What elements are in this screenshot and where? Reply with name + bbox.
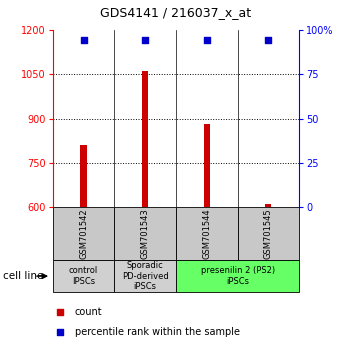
Point: [81, 37, 86, 42]
Point: [142, 37, 148, 42]
Text: GSM701544: GSM701544: [202, 208, 211, 259]
Text: GSM701545: GSM701545: [264, 208, 273, 259]
Text: Sporadic
PD-derived
iPSCs: Sporadic PD-derived iPSCs: [122, 261, 169, 291]
Text: cell line: cell line: [3, 271, 44, 281]
Bar: [81, 145, 87, 207]
Text: GSM701543: GSM701543: [141, 208, 150, 259]
Text: GDS4141 / 216037_x_at: GDS4141 / 216037_x_at: [100, 6, 252, 19]
Text: control
IPSCs: control IPSCs: [69, 267, 98, 286]
Bar: [176, 207, 238, 260]
Bar: [238, 207, 299, 260]
Text: count: count: [75, 307, 103, 316]
Bar: [204, 125, 210, 207]
Bar: [142, 72, 148, 207]
Bar: [53, 207, 114, 260]
Point: [57, 330, 63, 335]
Text: GSM701542: GSM701542: [79, 208, 88, 259]
Point: [204, 37, 209, 42]
Text: presenilin 2 (PS2)
iPSCs: presenilin 2 (PS2) iPSCs: [201, 267, 275, 286]
Point: [266, 37, 271, 42]
Point: [57, 309, 63, 314]
Bar: [53, 260, 114, 292]
Bar: [114, 260, 176, 292]
Bar: [265, 204, 271, 207]
Bar: [114, 207, 176, 260]
Text: percentile rank within the sample: percentile rank within the sample: [75, 327, 240, 337]
Bar: [176, 260, 299, 292]
